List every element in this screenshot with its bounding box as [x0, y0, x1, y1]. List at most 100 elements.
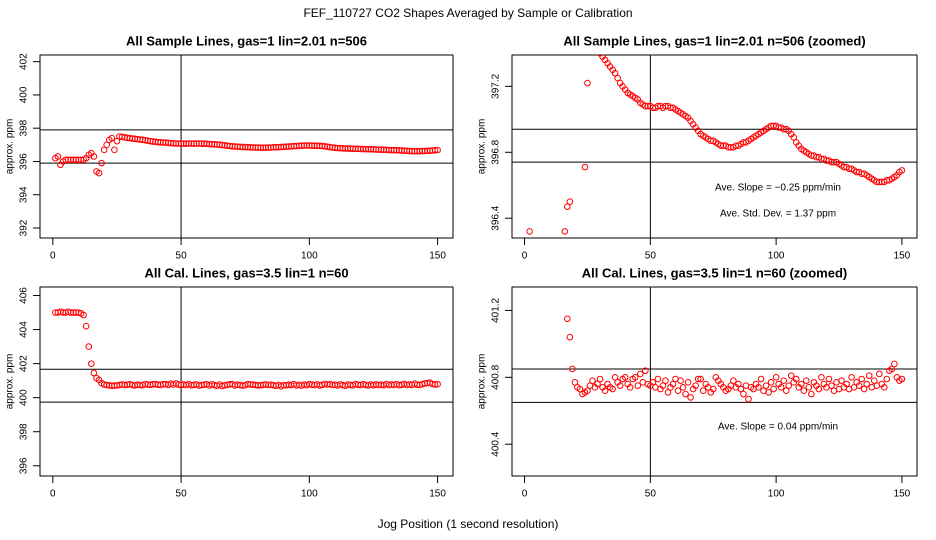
point [90, 369, 98, 377]
point [570, 298, 576, 304]
y-tick-label: 396 [19, 457, 30, 474]
y-tick-label: 396 [19, 153, 30, 170]
point [434, 146, 441, 154]
point [434, 380, 441, 388]
point [780, 377, 787, 384]
point [631, 374, 639, 381]
point [534, 265, 540, 271]
point [757, 375, 765, 383]
point [596, 375, 604, 383]
point [805, 384, 813, 391]
point [815, 385, 823, 393]
point [88, 360, 95, 367]
point [677, 377, 684, 384]
point [848, 374, 855, 381]
point [662, 377, 669, 384]
y-tick-label: 394 [19, 186, 30, 203]
point [552, 265, 558, 271]
annotation: Ave. Slope = 0.04 ppm/min [718, 422, 838, 433]
point [860, 385, 868, 393]
point [888, 365, 896, 373]
y-tick-label: 396.4 [491, 205, 502, 230]
point [654, 375, 662, 383]
y-tick-label: 396.8 [491, 139, 502, 164]
point [572, 265, 578, 271]
point [569, 365, 576, 373]
point [692, 382, 699, 389]
point [616, 382, 624, 389]
point [621, 374, 629, 381]
point [880, 384, 888, 391]
point [735, 380, 742, 388]
annotation: Ave. Std. Dev. = 1.37 ppm [720, 209, 836, 220]
panel-title: All Sample Lines, gas=1 lin=2.01 n=506 (… [563, 33, 865, 48]
y-axis-label: approx. ppm [5, 119, 16, 175]
point [709, 385, 717, 393]
point [745, 395, 752, 403]
point [828, 382, 835, 389]
point [737, 385, 745, 393]
point [762, 382, 770, 389]
point [679, 384, 687, 391]
point [561, 228, 569, 235]
y-tick-label: 404 [19, 321, 30, 338]
point [669, 380, 677, 388]
point [560, 248, 566, 254]
x-tick-label: 150 [894, 489, 911, 500]
y-tick-label: 406 [19, 287, 30, 304]
point [828, 158, 835, 166]
point [532, 281, 538, 287]
x-tick-label: 150 [429, 489, 446, 500]
plot-frame [39, 286, 454, 477]
point [547, 265, 553, 271]
point [539, 265, 545, 271]
annotation: Ave. Slope = −0.25 ppm/min [715, 183, 841, 194]
point [90, 153, 98, 160]
x-tick-label: 100 [768, 489, 785, 500]
point [755, 384, 762, 391]
y-tick-label: 398 [19, 423, 30, 440]
x-tick-label: 100 [301, 489, 318, 500]
point [584, 79, 591, 87]
x-axis-label: Jog Position (1 second resolution) [378, 517, 559, 531]
y-tick-label: 398 [19, 119, 30, 136]
point [98, 159, 105, 167]
point [870, 377, 878, 384]
point [85, 343, 93, 350]
point [765, 389, 772, 396]
y-axis-label: approx. ppm [477, 119, 488, 175]
plot-frame [511, 286, 918, 477]
point [100, 146, 108, 154]
point [95, 169, 103, 177]
point [687, 394, 694, 401]
point [767, 122, 775, 130]
point [740, 390, 747, 398]
point [725, 144, 732, 151]
point [634, 382, 642, 389]
point [431, 381, 439, 388]
point [537, 265, 543, 271]
y-tick-label: 402 [19, 355, 30, 372]
point [699, 387, 707, 394]
y-axis-label: approx. ppm [5, 354, 16, 410]
point [782, 387, 790, 394]
y-tick-label: 400 [19, 389, 30, 406]
point [626, 384, 634, 391]
point [111, 146, 118, 154]
point [566, 333, 574, 341]
point [697, 375, 704, 383]
point [649, 379, 657, 386]
x-tick-label: 50 [176, 251, 188, 262]
point [576, 385, 584, 393]
x-tick-label: 0 [522, 489, 528, 500]
point [103, 141, 110, 149]
point [800, 387, 808, 394]
x-tick-label: 100 [768, 251, 785, 262]
y-tick-label: 400.8 [491, 364, 502, 389]
point [873, 178, 881, 186]
y-tick-label: 397.2 [491, 73, 502, 98]
point [843, 380, 850, 388]
y-tick-label: 402 [19, 53, 30, 70]
point [554, 248, 560, 254]
point [664, 389, 672, 396]
